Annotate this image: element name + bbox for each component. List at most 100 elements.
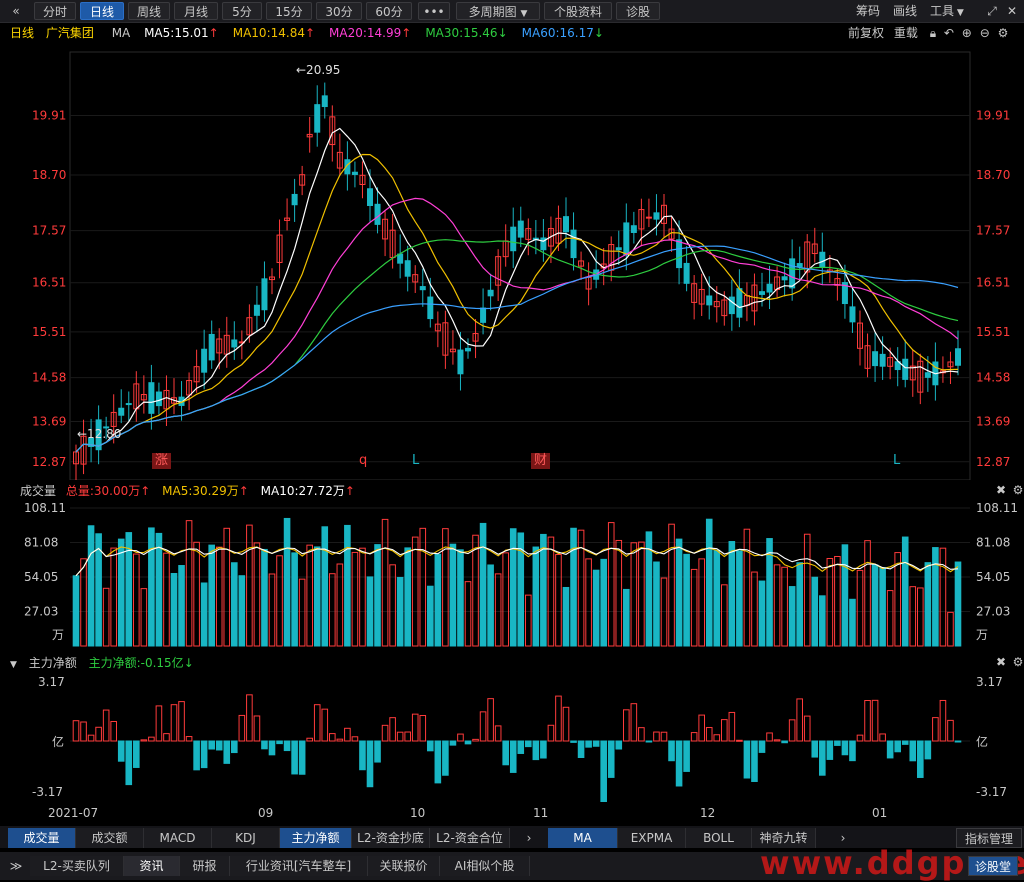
candle-body [412,274,419,283]
date-tick: 01 [872,806,888,820]
period-tab-30min[interactable]: 30分 [316,2,362,20]
candle-body [231,339,238,348]
event-marker[interactable]: 财 [531,453,551,469]
volume-bar [231,562,238,647]
reload-button[interactable]: 重载 [893,26,918,40]
period-tab-15min[interactable]: 15分 [266,2,312,20]
volume-bar [758,580,766,647]
net-bar [238,714,246,742]
volume-bar [638,541,645,647]
period-tab-fenshi[interactable]: 分时 [34,2,76,20]
volume-bar [547,536,555,647]
volume-bar [87,525,95,647]
indicator-tab[interactable]: 成交额 [76,828,144,848]
indicator-tab[interactable]: KDJ [212,828,280,848]
volume-bar [803,533,811,647]
net-bar [223,740,231,764]
price-tick-left: 19.91 [32,108,66,122]
volume-close-icon[interactable]: ✖ [995,483,1007,497]
expand-panel-icon[interactable]: ≫ [9,859,23,873]
indicator-more-icon[interactable]: › [526,831,532,845]
volume-bar [479,522,487,647]
ma-indicator-tab[interactable]: 神奇九转 [752,828,816,848]
more-periods-button[interactable]: ••• [418,2,450,20]
net-bar [698,714,705,742]
candle-body [879,353,886,367]
net-bar [140,739,148,742]
net-bar [623,709,630,742]
net-collapse-icon[interactable]: ▼ [10,660,17,670]
ma-legend-item: MA20:14.99↑ [329,26,411,40]
indicator-tab[interactable]: 主力净额 [280,828,352,848]
draw-line-button[interactable]: 画线 [893,4,918,18]
tools-dropdown[interactable]: 工具 ▼ [930,2,964,20]
collapse-icon[interactable]: « [12,4,20,18]
indicator-tab[interactable]: 成交量 [8,828,76,848]
diagnose-button[interactable]: 诊股 [616,2,660,20]
net-bar [570,740,577,743]
event-marker[interactable]: 涨 [152,453,172,469]
period-tab-monthly[interactable]: 月线 [174,2,218,20]
ma-legend-value: MA5:15.01 [144,26,209,40]
indicator-tab[interactable]: L2-资金合位 [430,828,510,848]
volume-bar [788,586,796,647]
lock-icon[interactable]: 🔒︎ [929,26,937,40]
ma-indicator-tab[interactable]: BOLL [686,828,752,848]
bottom-tab[interactable]: 行业资讯[汽车整车] [230,856,368,876]
volume-settings-icon[interactable]: ⚙ [1012,483,1024,497]
net-bar [313,704,321,742]
indicator-tab[interactable]: L2-资金抄底 [352,828,430,848]
net-flow-chart[interactable]: 3.17 3.17 亿 亿 -3.17 -3.17 [0,672,1024,802]
indicator-manage-button[interactable]: 指标管理 [956,828,1022,848]
net-bar [834,740,841,746]
price-chart-frame [69,51,971,480]
net-settings-icon[interactable]: ⚙ [1012,655,1024,669]
bottom-tab[interactable]: 资讯 [124,856,180,876]
settings-gear-icon[interactable]: ⚙ [997,26,1009,40]
zoom-out-icon[interactable]: ⊖ [979,26,990,40]
net-close-icon[interactable]: ✖ [995,655,1007,669]
period-tab-5min[interactable]: 5分 [222,2,262,20]
volume-bar [841,544,849,647]
net-bar [849,740,856,762]
net-bar [547,724,555,742]
bottom-tab[interactable]: 关联报价 [368,856,440,876]
period-tab-daily[interactable]: 日线 [80,2,124,20]
candle-body [811,243,818,255]
volume-total: 总量:30.00万 [65,484,141,498]
bottom-tab[interactable]: L2-买卖队列 [30,856,124,876]
net-bar [509,740,517,773]
event-marker[interactable]: L [412,453,420,468]
price-tick-left: 14.58 [32,371,66,385]
period-tab-60min[interactable]: 60分 [366,2,412,20]
volume-bar [117,538,125,647]
net-bar [110,720,117,742]
volume-bar [193,541,200,647]
net-bar [215,740,223,751]
ma-indicator-tab[interactable]: EXPMA [618,828,686,848]
ma-indicator-tab[interactable]: MA [548,828,618,848]
candle-body [480,307,487,323]
undo-icon[interactable]: ↶ [943,26,954,40]
fullscreen-icon[interactable]: ⤢ [987,4,997,18]
price-chart[interactable]: 19.91 19.91 18.70 18.70 17.57 17.57 16.51 16.51… [0,42,1024,480]
period-tab-weekly[interactable]: 周线 [128,2,170,20]
event-marker[interactable]: L [893,453,901,468]
zoom-in-icon[interactable]: ⊕ [961,26,972,40]
indicator-tab[interactable]: MACD [144,828,212,848]
close-icon[interactable]: ✕ [1006,4,1018,18]
stock-info-button[interactable]: 个股资料 [544,2,612,20]
event-marker[interactable]: q [359,453,368,468]
diagnose-hall-button[interactable]: 诊股堂 [968,856,1018,876]
volume-chart[interactable]: 108.11 108.11 81.08 81.08 54.05 54.05 27.03 27.… [0,500,1024,650]
bottom-tab[interactable]: AI相似个股 [440,856,530,876]
multi-period-dropdown[interactable]: 多周期图 ▼ [456,2,540,20]
net-bar [713,734,721,742]
net-bar [411,713,419,742]
forward-adjust-button[interactable]: 前复权 [848,26,885,40]
bottom-tab[interactable]: 研报 [180,856,230,876]
net-bar [457,733,464,742]
chips-button[interactable]: 筹码 [856,4,881,18]
ma-tabs-more-icon[interactable]: › [840,831,846,845]
volume-bar [321,526,329,647]
